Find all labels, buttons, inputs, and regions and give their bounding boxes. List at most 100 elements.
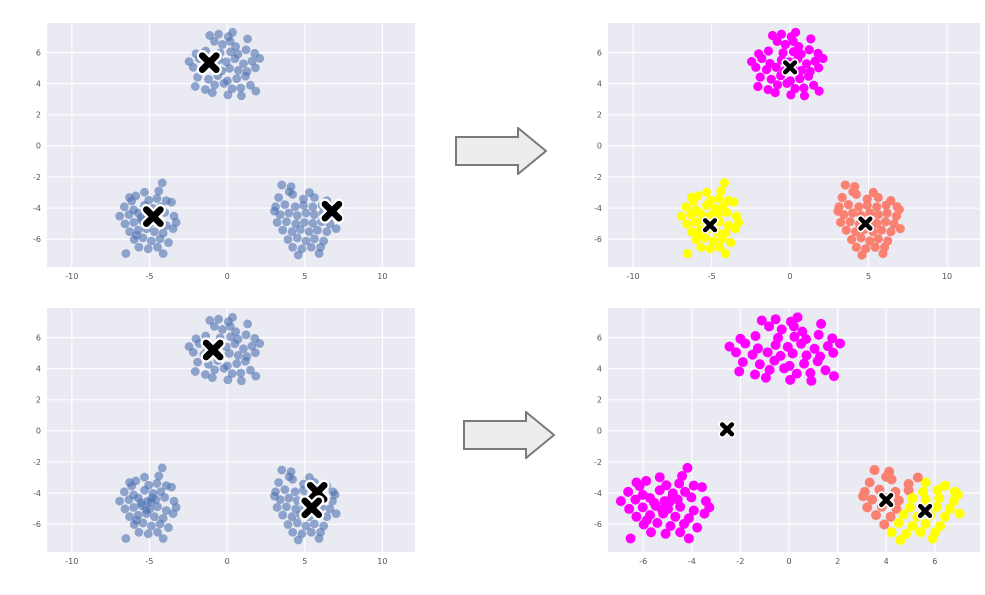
x-tick-label: 0 (225, 272, 230, 281)
data-point (293, 250, 303, 260)
data-point (143, 244, 153, 254)
y-tick-label: -2 (33, 458, 41, 467)
data-point (624, 503, 635, 514)
data-point (676, 211, 687, 221)
data-point (654, 472, 665, 483)
data-point (760, 372, 771, 383)
data-point (272, 502, 282, 512)
data-point (615, 496, 626, 507)
data-point (296, 225, 305, 234)
data-point (225, 349, 234, 358)
data-point (665, 521, 676, 532)
data-point (225, 64, 234, 73)
data-point (309, 210, 319, 219)
data-point (757, 53, 767, 64)
data-point (150, 512, 159, 522)
y-tick-label: 2 (597, 111, 602, 120)
data-point (686, 492, 697, 503)
arrow-right-icon (463, 411, 555, 459)
centroid-marker (702, 218, 718, 233)
data-point (331, 224, 341, 233)
data-point (681, 202, 691, 212)
data-point (288, 242, 298, 252)
y-tick-label: -4 (33, 489, 41, 498)
data-point (822, 341, 833, 352)
data-point (818, 53, 828, 64)
data-point (309, 519, 319, 529)
data-point (292, 211, 302, 220)
y-tick-label: 2 (36, 111, 41, 120)
data-point (290, 487, 300, 497)
data-point (209, 36, 219, 46)
y-tick-label: 0 (36, 142, 41, 151)
data-point (283, 235, 293, 244)
data-point (697, 482, 708, 493)
data-point (715, 242, 725, 252)
data-point (121, 249, 131, 258)
data-point (770, 314, 781, 325)
data-point (827, 333, 838, 344)
data-point (144, 195, 154, 205)
data-point (239, 59, 248, 69)
data-point (300, 217, 309, 227)
data-point (806, 375, 817, 386)
data-point (299, 194, 308, 204)
data-point (292, 518, 302, 528)
data-point (751, 62, 761, 72)
data-point (796, 65, 806, 76)
data-point (828, 371, 839, 382)
data-point (214, 314, 223, 324)
data-point (330, 490, 340, 500)
data-point (129, 217, 139, 227)
data-point (277, 180, 287, 190)
data-point (188, 62, 198, 72)
data-point (726, 237, 736, 248)
arrow-right-shape (455, 127, 547, 175)
data-point (776, 29, 787, 39)
data-point (623, 486, 634, 497)
data-point (233, 66, 243, 75)
data-point (287, 512, 297, 522)
data-point (920, 477, 931, 488)
data-point (131, 230, 141, 240)
data-point (895, 223, 905, 234)
data-point (331, 509, 341, 518)
x-tick-label: 4 (884, 557, 889, 566)
data-point (634, 481, 645, 492)
scatter-points (676, 27, 905, 260)
data-point (889, 219, 899, 229)
data-point (226, 47, 235, 57)
x-tick-label: -2 (736, 557, 744, 566)
data-point (708, 236, 719, 246)
data-point (218, 40, 227, 49)
data-point (737, 357, 748, 368)
data-point (907, 521, 918, 532)
data-point (304, 227, 314, 237)
data-point (699, 508, 710, 519)
y-tick-label: -6 (33, 520, 41, 529)
data-point (288, 527, 298, 537)
data-point (255, 339, 265, 348)
data-point (772, 36, 782, 46)
data-point (301, 208, 311, 218)
data-point (223, 32, 233, 42)
data-point (143, 529, 153, 539)
data-point (801, 59, 812, 69)
data-point (223, 317, 233, 327)
axes-background (47, 308, 415, 552)
data-point (858, 491, 869, 502)
data-point (873, 234, 883, 244)
data-point (119, 202, 129, 212)
data-point (232, 74, 242, 84)
data-point (280, 200, 290, 210)
data-point (796, 338, 807, 349)
data-point (895, 535, 906, 546)
data-point (247, 56, 257, 66)
data-point (845, 217, 855, 227)
data-point (905, 502, 916, 513)
data-point (772, 80, 783, 90)
plot-bottom-left-initial-centroids: -10 -5 0 5 10 6 4 2 0 -2 -4 -6 (33, 308, 415, 566)
centroid-marker (321, 200, 343, 222)
y-tick-label: 0 (597, 142, 602, 151)
data-point (153, 527, 162, 537)
